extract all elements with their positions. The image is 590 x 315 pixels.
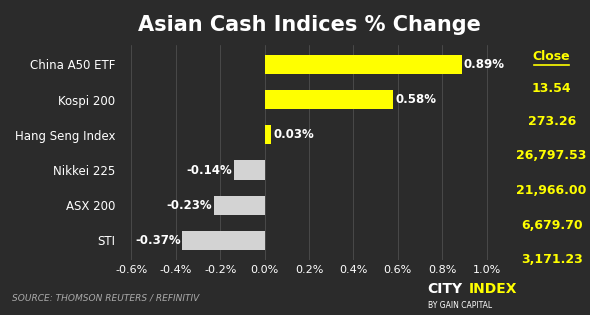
Text: 13.54: 13.54 [532,82,572,95]
Text: CITY: CITY [428,282,463,296]
Text: Close: Close [533,50,571,63]
Text: BY GAIN CAPITAL: BY GAIN CAPITAL [428,301,492,310]
Text: 0.03%: 0.03% [273,128,314,141]
Text: -0.37%: -0.37% [135,234,181,247]
Text: 21,966.00: 21,966.00 [516,184,587,197]
Text: 3,171.23: 3,171.23 [521,253,582,266]
Text: 26,797.53: 26,797.53 [516,149,587,163]
Bar [182,231,264,250]
Text: SOURCE: THOMSON REUTERS / REFINITIV: SOURCE: THOMSON REUTERS / REFINITIV [12,293,199,302]
Text: 6,679.70: 6,679.70 [521,219,582,232]
Bar [264,125,271,145]
Text: 273.26: 273.26 [527,115,576,128]
Bar [234,160,264,180]
Bar [214,196,264,215]
Bar [264,55,462,74]
Text: 0.89%: 0.89% [464,58,505,71]
Title: Asian Cash Indices % Change: Asian Cash Indices % Change [137,15,480,35]
Bar [264,90,394,109]
Text: 0.58%: 0.58% [395,93,436,106]
Text: INDEX: INDEX [469,282,517,296]
Text: -0.14%: -0.14% [186,163,232,176]
Text: -0.23%: -0.23% [166,199,212,212]
